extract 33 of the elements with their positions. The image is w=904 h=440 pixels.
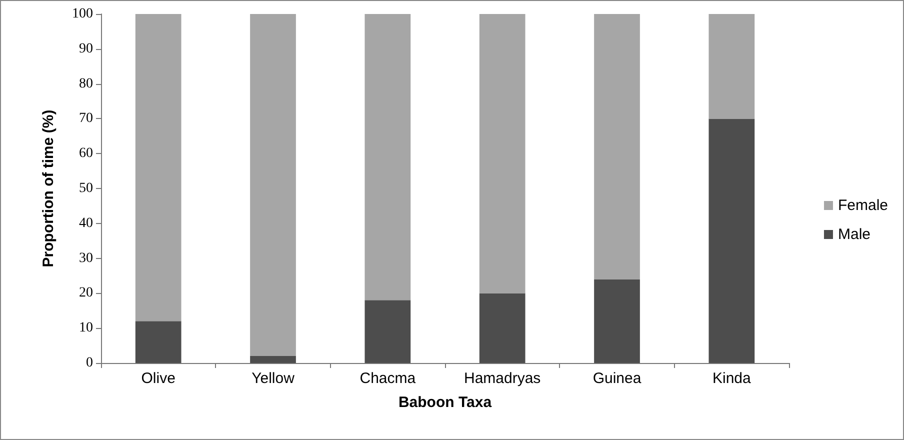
x-tick-label: Yellow: [252, 370, 295, 387]
bar: [364, 14, 411, 300]
bar: [364, 300, 411, 363]
y-tick-label: 50: [79, 181, 93, 196]
y-tick-label: 90: [79, 41, 93, 56]
y-tick-label: 10: [79, 320, 93, 336]
y-tick-label: 0: [86, 356, 93, 370]
y-tick-label: 100: [72, 6, 93, 22]
legend-label: Female: [838, 197, 888, 214]
x-tick-label: Kinda: [712, 370, 752, 387]
bar: [135, 321, 182, 363]
y-tick-label: 20: [79, 286, 93, 301]
x-tick-label: Olive: [141, 370, 176, 387]
bar: [250, 14, 296, 356]
x-tick-label: Chacma: [360, 370, 416, 387]
bar: [479, 293, 526, 363]
bar: [479, 14, 526, 294]
y-tick-label: 60: [79, 146, 93, 162]
y-tick-label: 80: [79, 76, 93, 92]
y-tick-label: 40: [79, 216, 93, 231]
x-tick-label: Guinea: [592, 370, 642, 387]
bar: [135, 14, 182, 322]
bar: [708, 14, 755, 119]
bar: [594, 14, 640, 280]
bar: [594, 279, 640, 363]
bar: [708, 118, 755, 363]
x-axis-title: Baboon Taxa: [398, 394, 492, 411]
legend-label: Male: [838, 226, 870, 243]
x-tick-label: Hamadryas: [464, 370, 541, 387]
y-tick-label: 30: [79, 250, 93, 266]
y-axis-title: Proportion of time (%): [40, 110, 57, 268]
y-tick-label: 70: [79, 111, 93, 126]
bar: [250, 356, 296, 363]
